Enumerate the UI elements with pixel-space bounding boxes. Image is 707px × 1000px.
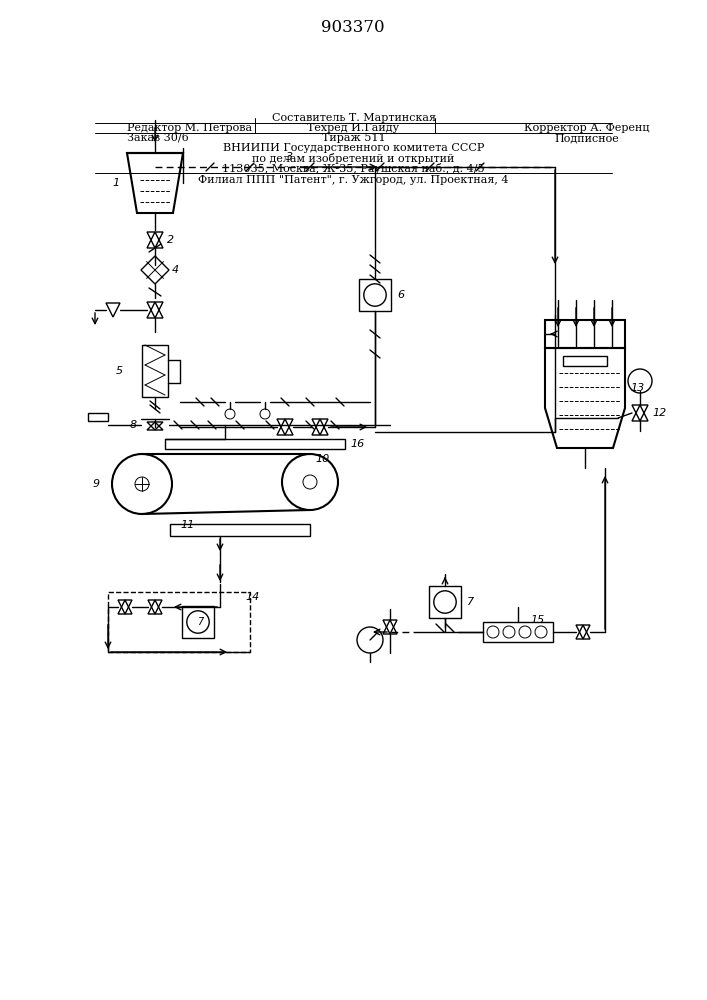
Bar	[182, 606, 214, 638]
Text: 16: 16	[350, 439, 364, 449]
Text: 7: 7	[197, 617, 203, 627]
Text: 1: 1	[113, 178, 120, 188]
Text: Техред И.Гайду: Техред И.Гайду	[308, 123, 399, 133]
Bar	[165, 439, 345, 449]
Text: 13: 13	[630, 383, 644, 393]
Text: 9: 9	[93, 479, 100, 489]
Bar	[563, 356, 607, 366]
Text: 8: 8	[130, 420, 137, 430]
Text: 7: 7	[467, 597, 474, 607]
Bar	[359, 279, 391, 311]
Text: 6: 6	[397, 290, 404, 300]
Bar	[88, 413, 108, 421]
Text: Корректор А. Ференц: Корректор А. Ференц	[524, 123, 650, 133]
Text: Заказ 30/6: Заказ 30/6	[127, 133, 189, 143]
Text: Филиал ППП "Патент", г. Ужгород, ул. Проектная, 4: Филиал ППП "Патент", г. Ужгород, ул. Про…	[198, 175, 509, 185]
Text: 12: 12	[652, 408, 666, 418]
Text: 903370: 903370	[321, 19, 385, 36]
Text: 15: 15	[530, 615, 544, 625]
Text: ВНИИПИ Государственного комитета СССР: ВНИИПИ Государственного комитета СССР	[223, 143, 484, 153]
Text: 113035, Москва, Ж-35, Раушская наб., д. 4/5: 113035, Москва, Ж-35, Раушская наб., д. …	[222, 162, 485, 174]
Text: Составитель Т. Мартинская: Составитель Т. Мартинская	[271, 113, 436, 123]
Text: Подписное: Подписное	[554, 133, 619, 143]
Text: 5: 5	[116, 366, 123, 376]
Text: 11: 11	[180, 520, 194, 530]
Bar	[142, 345, 168, 397]
Text: 3: 3	[286, 152, 293, 162]
Text: 10: 10	[315, 454, 329, 464]
Bar	[108, 592, 250, 652]
Bar	[545, 320, 625, 348]
Bar	[170, 524, 310, 536]
Text: 4: 4	[172, 265, 179, 275]
Text: 14: 14	[245, 592, 259, 602]
Bar	[483, 622, 553, 642]
Text: Редактор М. Петрова: Редактор М. Петрова	[127, 123, 252, 133]
Text: 2: 2	[167, 235, 174, 245]
Text: по делам изобретений и открытий: по делам изобретений и открытий	[252, 152, 455, 163]
Bar	[429, 586, 461, 618]
Text: Тираж 511: Тираж 511	[322, 133, 385, 143]
